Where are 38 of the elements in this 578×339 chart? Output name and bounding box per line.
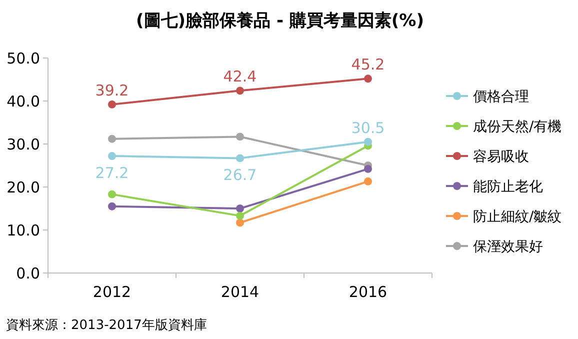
point — [236, 154, 244, 162]
point — [236, 218, 244, 227]
x-tick-label: 2016 — [348, 283, 388, 301]
data-label: 26.7 — [223, 166, 257, 184]
point — [108, 190, 116, 198]
y-tick-label: 30.0 — [6, 135, 40, 154]
x-tick-label: 2012 — [92, 283, 132, 301]
y-tick-label: 0.0 — [16, 264, 40, 282]
data-label: 45.2 — [351, 56, 385, 74]
x-tick-label: 2014 — [220, 283, 260, 301]
y-tick-label: 40.0 — [6, 92, 40, 110]
point — [236, 204, 244, 212]
point — [108, 134, 116, 143]
point — [236, 86, 244, 95]
legend-label: 能防止老化 — [473, 178, 543, 195]
legend-label: 價格合理 — [473, 88, 529, 105]
data-label: 39.2 — [95, 81, 129, 100]
point — [236, 212, 244, 220]
legend-label: 防止細紋/皺紋 — [473, 208, 562, 225]
y-tick-label: 20.0 — [6, 178, 40, 196]
point — [108, 100, 116, 108]
point — [364, 177, 372, 186]
legend-label: 保溼效果好 — [473, 238, 543, 255]
point — [236, 132, 244, 141]
point — [108, 202, 116, 210]
point — [364, 138, 372, 146]
data-label: 27.2 — [95, 164, 129, 182]
data-label: 42.4 — [223, 68, 257, 86]
legend-label: 容易吸收 — [473, 148, 529, 165]
data-label: 30.5 — [351, 118, 385, 137]
y-tick-label: 50.0 — [6, 49, 40, 68]
source-note: 資料來源：2013-2017年版資料庫 — [6, 317, 207, 333]
point — [364, 164, 372, 173]
point — [364, 74, 372, 83]
point — [108, 152, 116, 160]
y-tick-label: 10.0 — [6, 221, 40, 240]
legend-label: 成份天然/有機 — [473, 118, 562, 135]
chart-title: (圖七)臉部保養品 - 購買考量因素(%) — [136, 11, 424, 31]
